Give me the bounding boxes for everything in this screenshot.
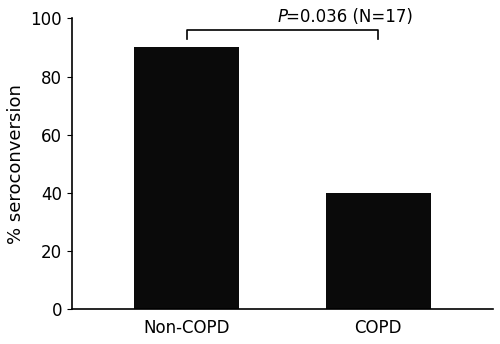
Text: P: P	[278, 8, 287, 25]
Y-axis label: % seroconversion: % seroconversion	[7, 84, 25, 244]
Bar	[326, 193, 431, 309]
Text: =0.036 (N=17): =0.036 (N=17)	[286, 8, 413, 25]
Bar	[134, 47, 240, 309]
